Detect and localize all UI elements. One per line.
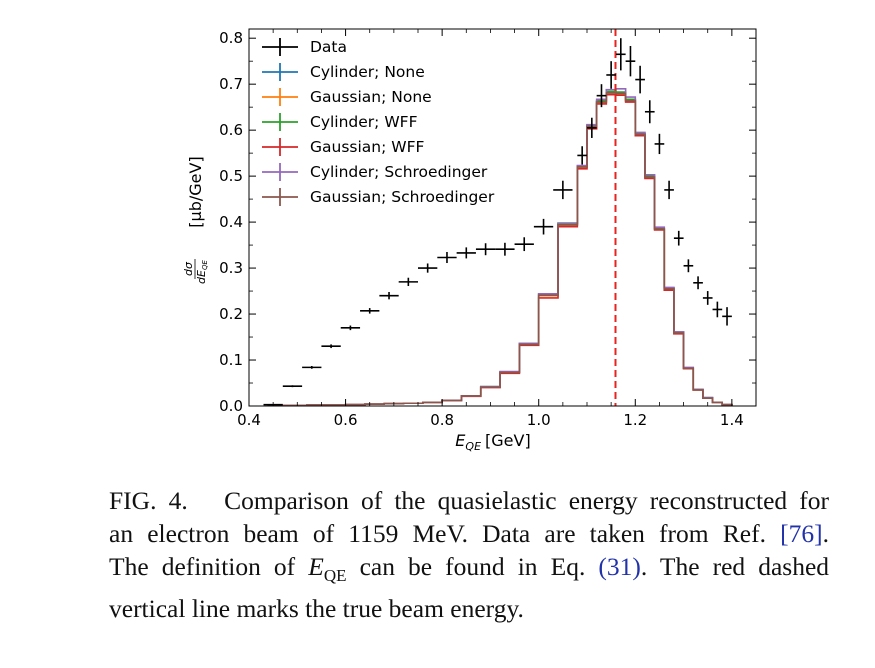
legend-label: Data (310, 38, 347, 56)
data-point (615, 38, 626, 71)
data-point (596, 84, 607, 108)
data-point (398, 277, 418, 287)
caption-label: FIG. 4. (109, 486, 188, 515)
data-point (577, 146, 587, 165)
reference-link-76[interactable]: [76] (780, 519, 823, 548)
legend-label: Cylinder; Schroedinger (310, 163, 488, 181)
data-point (340, 325, 361, 331)
y-tick-label: 0.8 (219, 29, 243, 47)
y-tick-label: 0.3 (219, 259, 243, 277)
model-histograms (267, 87, 733, 407)
data-point (553, 180, 573, 200)
x-tick-label: 1.2 (623, 411, 647, 429)
caption-line-1: FIG. 4. Comparison of the quasielastic e… (109, 484, 829, 517)
data-point (644, 100, 655, 124)
data-point (664, 180, 674, 200)
equation-link-31[interactable]: (31) (598, 552, 641, 581)
y-tick-label: 0.0 (219, 397, 243, 415)
legend-entry: Gaussian; WFF (262, 138, 425, 156)
data-point (625, 46, 636, 77)
caption-var: E (308, 552, 324, 581)
data-point (673, 230, 684, 246)
data-point (635, 65, 645, 94)
data-point (693, 276, 703, 290)
caption-text-3c: . The red dashed (640, 552, 830, 581)
data-point (437, 251, 457, 264)
caption-text-2: an electron beam of 1159 MeV. Data are t… (109, 519, 766, 548)
data-point (722, 307, 732, 326)
y-tick-label: 0.2 (219, 305, 243, 323)
legend-label: Gaussian; WFF (310, 138, 425, 156)
data-point (282, 385, 303, 388)
plot-frame (248, 28, 757, 407)
y-axis-unit: [μb/GeV] (186, 156, 205, 227)
caption-text-2-end: . (822, 519, 829, 548)
data-point (654, 133, 665, 155)
axes: 0.4 0.6 0.8 1.0 1.2 1.4 0.0 0.1 0.2 0.3 0.4 0.5 0.6 0… (219, 28, 757, 429)
caption-text-3b: can be found in Eq. (359, 552, 586, 581)
data-point (712, 301, 723, 318)
y-tick-label: 0.7 (219, 75, 243, 93)
data-point (302, 366, 322, 369)
caption-var-sub: QE (323, 566, 347, 586)
x-tick-label: 1.0 (527, 411, 551, 429)
legend-entry: Data (262, 38, 347, 56)
legend-entry: Cylinder; Schroedinger (262, 163, 488, 181)
y-axis-label: [μb/GeV] dσ dEQE (182, 156, 209, 284)
y-axis-frac-num: dσ (182, 261, 195, 276)
legend-entry: Cylinder; None (262, 63, 425, 81)
caption-text-3a: The definition of (109, 552, 296, 581)
data-point (683, 259, 694, 273)
legend-label: Gaussian; None (310, 88, 432, 106)
legend-entry: Gaussian; None (262, 88, 432, 106)
x-tick-label: 0.6 (334, 411, 358, 429)
legend-label: Cylinder; WFF (310, 113, 418, 131)
x-tick-label: 0.4 (237, 411, 261, 429)
figure-caption: FIG. 4. Comparison of the quasielastic e… (109, 484, 829, 625)
y-tick-label: 0.5 (219, 167, 243, 185)
legend: Data Cylinder; None Gaussian; None Cylinder… (262, 38, 495, 206)
data-point (533, 218, 554, 235)
histogram-gaussian-schroedinger (267, 92, 733, 407)
x-axis-label: EQE [GeV] (455, 431, 530, 453)
x-tick-label: 0.8 (430, 411, 454, 429)
data-point (475, 243, 496, 256)
caption-text-1: Comparison of the quasielastic energy re… (224, 486, 830, 515)
histogram-cylinder-schroedinger (267, 87, 733, 407)
y-tick-label: 0.1 (219, 351, 243, 369)
data-point (514, 237, 534, 252)
data-point (360, 308, 380, 314)
y-tick-label: 0.6 (219, 121, 243, 139)
y-axis-frac-den: dEQE (195, 259, 209, 283)
chart: 0.4 0.6 0.8 1.0 1.2 1.4 0.0 0.1 0.2 0.3 0.4 0.5 0.6 0… (182, 28, 757, 453)
legend-entry: Cylinder; WFF (262, 113, 418, 131)
legend-entry: Gaussian; Schroedinger (262, 188, 495, 206)
data-point (702, 291, 713, 305)
data-point (587, 117, 597, 138)
data-point (606, 61, 616, 89)
data-point (379, 291, 399, 300)
caption-line-4: vertical line marks the true beam energy… (109, 594, 524, 624)
caption-line-3: The definition of EQE can be found in Eq… (109, 550, 829, 592)
caption-line-2: an electron beam of 1159 MeV. Data are t… (109, 517, 829, 550)
data-point (456, 247, 476, 259)
data-point (418, 263, 438, 273)
legend-label: Cylinder; None (310, 63, 425, 81)
data-point (495, 242, 515, 256)
y-tick-label: 0.4 (219, 213, 243, 231)
data-points (263, 38, 732, 406)
legend-label: Gaussian; Schroedinger (310, 188, 495, 206)
data-point (321, 344, 341, 349)
x-tick-label: 1.4 (720, 411, 744, 429)
